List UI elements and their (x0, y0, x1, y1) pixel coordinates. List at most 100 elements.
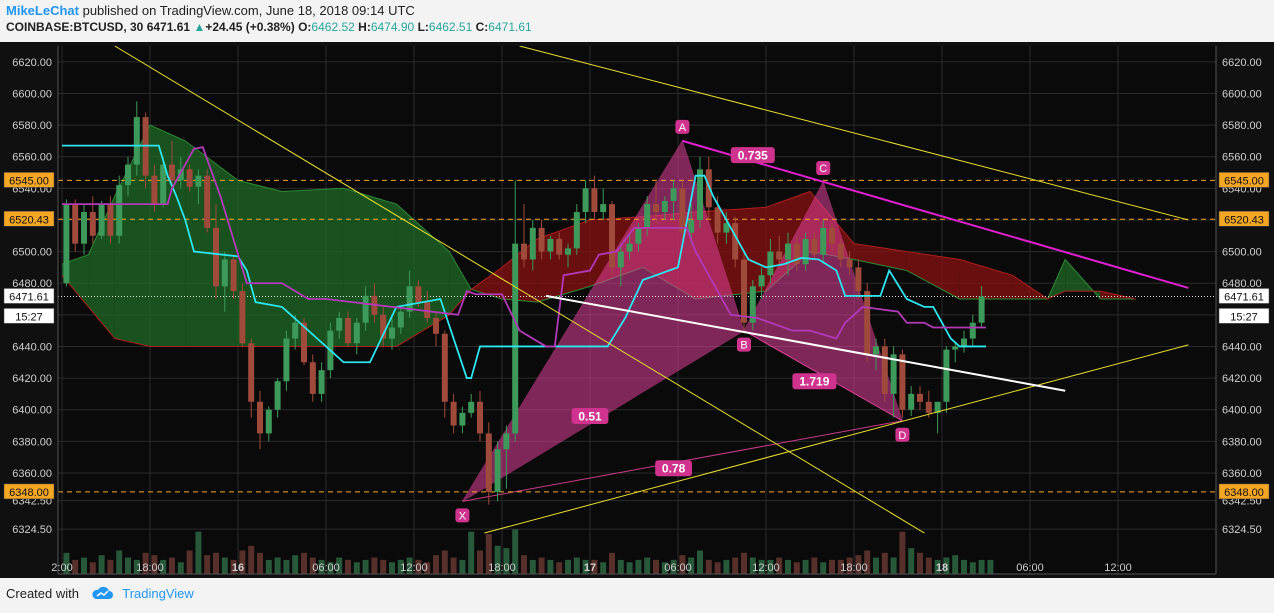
candle-body (573, 212, 580, 249)
volume-bar (213, 552, 219, 574)
volume-bar (512, 529, 519, 574)
candle-body (441, 333, 448, 402)
candle-body (934, 401, 941, 413)
volume-bar (741, 552, 747, 574)
candle-body (494, 449, 501, 492)
chart-svg[interactable]: X A B C D 0.735 0.51 1.719 0.78 6620.00 6620.00 660… (0, 42, 1274, 578)
candle (503, 425, 510, 489)
volume-bar (151, 555, 158, 574)
volume-bar (503, 548, 510, 574)
candle-body (424, 302, 431, 318)
candle-body (855, 267, 862, 292)
pattern-point-text: A (679, 122, 687, 134)
candle (644, 196, 651, 236)
candle-body (582, 188, 589, 213)
volume-bar (899, 531, 906, 574)
right-axis-value-label: 15:27 (1218, 308, 1270, 324)
candle-body (758, 275, 765, 287)
candle (934, 401, 941, 434)
volume-bar (785, 559, 791, 574)
y-tick-label-right: 6420.00 (1222, 373, 1262, 385)
candle-body (653, 204, 659, 213)
candle (221, 251, 228, 312)
candle-body (723, 223, 730, 233)
close-value: 6471.61 (488, 20, 532, 34)
volume-bar (397, 559, 404, 574)
author-link[interactable]: MikeLeChat (6, 3, 79, 18)
volume-bar (943, 557, 950, 574)
volume-bar (415, 559, 422, 574)
volume-bar (749, 557, 756, 574)
volume-bar (961, 559, 967, 574)
x-tick-label: 2:00 (51, 562, 72, 574)
pattern-point-badge (737, 337, 751, 352)
candle (125, 156, 131, 197)
candle (98, 200, 105, 239)
candle-body (714, 207, 721, 233)
candle-body (591, 188, 598, 213)
ratio-label: 1.719 (792, 373, 837, 390)
volume-bar (917, 552, 923, 574)
symbol-name[interactable]: COINBASE:BTCUSD, 30 (6, 20, 144, 34)
y-tick-label-right: 6500.00 (1222, 247, 1262, 259)
candle-body (529, 227, 536, 260)
candle (292, 314, 299, 350)
axis-value-text: 6545.00 (1224, 175, 1264, 187)
candle (406, 270, 413, 318)
candle-body (406, 286, 413, 312)
ichimoku-cloud-segment (854, 243, 907, 271)
volume-bar (389, 562, 395, 574)
candle-body (626, 243, 633, 252)
axis-value-badge (3, 483, 55, 500)
chart-header: MikeLeChat published on TradingView.com,… (6, 2, 1266, 36)
candle (441, 330, 448, 418)
volume-bar (697, 550, 703, 574)
y-tick-label-right: 6480.00 (1222, 278, 1262, 290)
candle-body (116, 185, 123, 236)
volume-bar (591, 559, 598, 574)
candle-body (239, 291, 246, 344)
y-tick-label-left: 6380.00 (12, 436, 52, 448)
volume-bar (952, 555, 959, 574)
y-tick-label-left: 6400.00 (12, 405, 52, 417)
candle-body (213, 227, 219, 287)
y-tick-label-right: 6440.00 (1222, 341, 1262, 353)
volume-bar (477, 550, 483, 574)
volume-bar (169, 557, 175, 574)
candle (785, 232, 791, 276)
candle-body (133, 117, 140, 165)
candle-body (477, 401, 483, 434)
volume-bar (424, 562, 431, 574)
ratio-text: 0.51 (578, 410, 602, 424)
volume-bar (635, 559, 642, 574)
candle (978, 286, 985, 328)
volume-bar (565, 559, 571, 574)
candle-body (292, 322, 299, 339)
candle-body (450, 401, 457, 426)
volume-bar (829, 559, 835, 574)
pattern-point-badge (816, 160, 831, 175)
candle (459, 406, 466, 434)
candle-body (72, 204, 79, 244)
published-text: published on TradingView.com, June 18, 2… (82, 3, 415, 18)
volume-bar (345, 559, 351, 574)
cloud-span-a (61, 124, 1136, 303)
axis-value-badge (3, 288, 55, 304)
axis-value-text: 6471.61 (9, 291, 49, 303)
candle (565, 243, 571, 268)
volume-bar (133, 559, 140, 574)
candle-body (644, 204, 651, 228)
candle-body (186, 169, 193, 187)
tradingview-brand-link[interactable]: TradingView (122, 586, 194, 601)
footer: Created with TradingView (6, 586, 194, 608)
candle (925, 390, 932, 418)
candle-body (749, 286, 756, 323)
volume-bar (327, 562, 334, 574)
axis-value-badge (1218, 211, 1270, 227)
volume-bar (767, 559, 774, 574)
candle-body (829, 227, 835, 244)
ratio-label: 0.78 (655, 460, 692, 477)
volume-bar (855, 555, 862, 574)
low-label: L: (417, 20, 429, 34)
chart-area[interactable]: X A B C D 0.735 0.51 1.719 0.78 6620.00 6620.00 660… (0, 42, 1274, 578)
